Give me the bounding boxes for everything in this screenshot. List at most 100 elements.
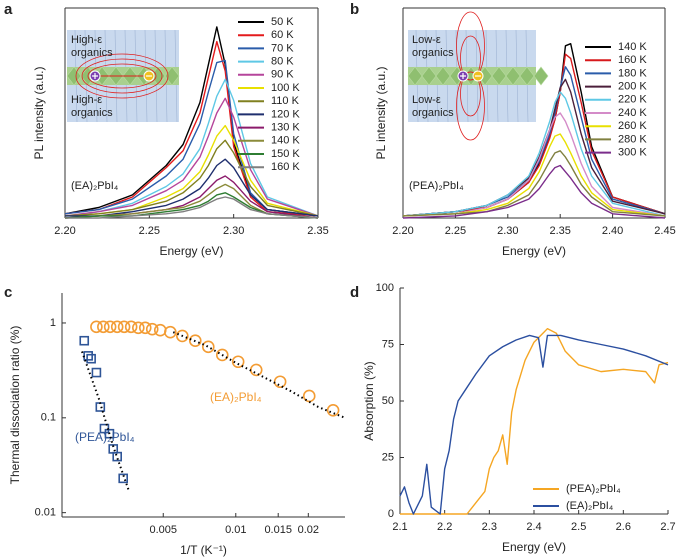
legend-label: 50 K — [271, 16, 294, 28]
x-tick-label: 2.25 — [139, 225, 160, 237]
data-point — [112, 451, 122, 462]
inset-field — [456, 11, 485, 81]
y-axis-title: Thermal dissociation ratio (%) — [8, 326, 22, 485]
data-point — [326, 404, 340, 417]
x-tick-label: 2.5 — [571, 521, 586, 533]
x-tick-label: 2.25 — [445, 225, 466, 237]
series-line — [64, 183, 319, 219]
data-point — [79, 335, 90, 346]
data-point — [231, 355, 245, 369]
x-tick-label: 2.35 — [307, 225, 328, 237]
data-point — [164, 325, 177, 339]
y-tick-label: 100 — [376, 282, 394, 294]
data-point — [215, 348, 229, 362]
inset-label: organics — [412, 47, 454, 59]
legend-label: (PEA)₂PbI₄ — [566, 483, 621, 495]
data-point — [188, 334, 202, 348]
panel: c 0.005 0.01 0.015 0.02 0.01 0.1 1 1/T (K⁻¹) Ther… — [4, 284, 346, 557]
x-tick-label: 2.3 — [482, 521, 497, 533]
data-point — [201, 340, 215, 354]
data-point — [249, 363, 263, 377]
panel: a 2.20 2.25 2.30 2.35 Energy (eV) PL intensity… — [4, 1, 329, 258]
data-point — [110, 320, 124, 334]
series-line — [402, 164, 666, 219]
legend-label: 90 K — [271, 69, 294, 81]
x-axis-title: 1/T (K⁻¹) — [180, 543, 227, 557]
legend-label: 140 K — [618, 41, 647, 53]
legend-label: (EA)₂PbI₄ — [566, 500, 614, 512]
data-point — [118, 473, 128, 484]
series-label: (EA)₂PbI₄ — [210, 390, 262, 404]
x-tick-label: 2.30 — [497, 225, 518, 237]
inset-label: organics — [71, 107, 113, 119]
panel: b 2.20 2.25 2.30 2.35 2.40 2.45 Energy (eV) PL i… — [350, 1, 676, 258]
data-point — [302, 389, 316, 403]
sample-label: (PEA)₂PbI₄ — [409, 180, 464, 192]
legend-label: 140 K — [271, 135, 300, 147]
series-line — [65, 158, 319, 217]
x-tick-label: 0.01 — [225, 524, 246, 536]
data-point — [176, 329, 189, 343]
data-point — [124, 320, 138, 334]
series-line — [64, 78, 319, 217]
inset-diamond — [533, 66, 549, 86]
data-point — [83, 351, 93, 361]
x-axis-title: Energy (eV) — [159, 244, 223, 258]
x-tick-label: 2.30 — [223, 225, 244, 237]
y-tick-label: 25 — [382, 451, 394, 463]
legend-label: 110 K — [271, 95, 300, 107]
series-line — [400, 327, 669, 515]
y-axis-title: PL intensity (a.u.) — [32, 67, 46, 160]
series-line — [64, 40, 319, 217]
x-tick-label: 2.4 — [526, 521, 541, 533]
series-line — [399, 334, 669, 515]
panel-letter: a — [4, 1, 13, 18]
legend-label: 200 K — [618, 81, 647, 93]
legend-label: 120 K — [271, 108, 300, 120]
legend-label: 260 K — [618, 120, 647, 132]
legend-label: 220 K — [618, 94, 647, 106]
panel-letter: b — [350, 1, 359, 18]
data-point — [145, 322, 159, 336]
legend-label: 160 K — [618, 54, 647, 66]
legend-label: 80 K — [271, 56, 294, 68]
inset-field — [456, 71, 485, 141]
x-tick-label: 2.2 — [437, 521, 452, 533]
x-axis-title: Energy (eV) — [502, 244, 566, 258]
data-point — [153, 323, 167, 337]
x-tick-label: 0.005 — [149, 524, 177, 536]
data-point — [86, 353, 96, 364]
y-axis-title: Absorption (%) — [362, 361, 376, 440]
series-line — [402, 112, 666, 217]
x-tick-label: 2.1 — [392, 521, 407, 533]
inset-label: High-ε — [71, 94, 102, 106]
y-tick-label: 0 — [388, 508, 394, 520]
legend-label: 300 K — [618, 147, 647, 159]
inset-label: Low-ε — [412, 94, 441, 106]
inset-plus — [460, 73, 466, 79]
y-tick-label: 0.1 — [41, 412, 56, 424]
y-tick-label: 50 — [382, 395, 394, 407]
x-tick-label: 0.015 — [264, 524, 292, 536]
data-point — [97, 320, 110, 334]
inset-label: High-ε — [71, 34, 102, 46]
series-line — [65, 196, 319, 219]
inset-diamond — [164, 66, 180, 86]
x-tick-label: 2.20 — [392, 225, 413, 237]
y-tick-label: 1 — [50, 317, 56, 329]
legend-label: 280 K — [618, 133, 647, 145]
data-point — [95, 402, 106, 412]
data-point — [91, 367, 102, 378]
legend-label: 130 K — [271, 122, 300, 134]
legend-label: 100 K — [271, 82, 300, 94]
panel: d 2.1 2.2 2.3 2.4 2.5 2.6 2.7 0 25 50 75 100 Energy (… — [350, 282, 676, 554]
sample-label: (EA)₂PbI₄ — [71, 180, 119, 192]
data-point — [273, 375, 287, 389]
inset-field — [81, 58, 163, 94]
series-line — [64, 59, 319, 217]
x-tick-label: 2.6 — [616, 521, 631, 533]
x-tick-label: 2.45 — [654, 225, 675, 237]
x-tick-label: 2.35 — [549, 225, 570, 237]
